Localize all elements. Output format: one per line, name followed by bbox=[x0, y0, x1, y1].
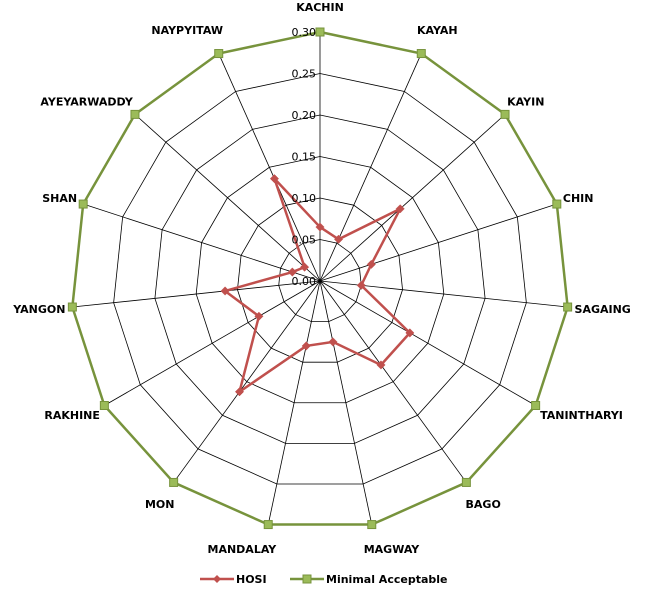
data-point-minimal-acceptable-magway bbox=[367, 520, 377, 530]
data-point-minimal-acceptable-naypyitaw bbox=[214, 49, 224, 59]
spoke-shan bbox=[83, 203, 321, 282]
spoke-magway bbox=[319, 280, 373, 525]
data-point-minimal-acceptable-mandalay bbox=[263, 520, 273, 530]
category-labels: KACHIN KAYAH KAYIN CHIN SAGAING TANINTHARYI BA… bbox=[12, 1, 631, 556]
category-label-shan: SHAN bbox=[42, 192, 77, 205]
legend: HOSI Minimal Acceptable bbox=[200, 573, 447, 586]
data-point-hosi-sagaing bbox=[356, 280, 366, 290]
spoke-mandalay bbox=[267, 280, 321, 525]
data-point-minimal-acceptable-kachin bbox=[315, 27, 325, 37]
legend-item-minimal-acceptable: Minimal Acceptable bbox=[290, 573, 447, 586]
category-label-rakhine: RAKHINE bbox=[44, 409, 100, 422]
category-label-ayeyarwaddy: AYEYARWADDY bbox=[40, 96, 133, 109]
series-line-minimal-acceptable bbox=[71, 30, 569, 526]
legend-item-hosi: HOSI bbox=[200, 573, 267, 586]
data-point-minimal-acceptable-ayeyarwaddy bbox=[130, 109, 140, 119]
data-point-minimal-acceptable-kayah bbox=[416, 49, 426, 59]
grid-ring-2 bbox=[237, 197, 403, 363]
tick-label: 0.15 bbox=[292, 151, 317, 164]
legend-label: Minimal Acceptable bbox=[326, 573, 447, 586]
data-point-hosi-tanintharyi bbox=[405, 328, 415, 338]
spoke-yangon bbox=[72, 280, 321, 308]
data-point-hosi-rakhine bbox=[254, 311, 264, 321]
data-point-minimal-acceptable-bago bbox=[461, 477, 471, 487]
grid-ring-4 bbox=[154, 114, 486, 444]
data-point-minimal-acceptable-kayin bbox=[500, 109, 510, 119]
series-hosi bbox=[220, 174, 415, 397]
series-line-hosi bbox=[222, 177, 412, 395]
data-point-hosi-magway bbox=[328, 337, 338, 347]
category-label-kayah: KAYAH bbox=[417, 24, 458, 37]
data-point-hosi-kachin bbox=[315, 222, 325, 232]
grid-ring-3 bbox=[195, 156, 445, 404]
category-label-magway: MAGWAY bbox=[364, 543, 421, 556]
data-point-hosi-yangon bbox=[220, 286, 230, 296]
series-layer bbox=[67, 27, 573, 530]
spoke-kayah bbox=[319, 53, 422, 282]
data-point-hosi-ayeyarwaddy bbox=[300, 262, 310, 272]
grid-ring-5 bbox=[113, 73, 527, 485]
data-point-hosi-bago bbox=[376, 360, 386, 370]
data-point-hosi-naypyitaw bbox=[269, 174, 279, 184]
tick-label: 0.00 bbox=[292, 275, 317, 288]
spoke-tanintharyi bbox=[319, 280, 536, 406]
data-point-minimal-acceptable-shan bbox=[78, 199, 88, 209]
category-label-naypyitaw: NAYPYITAW bbox=[151, 24, 223, 37]
data-point-minimal-acceptable-yangon bbox=[67, 302, 77, 312]
data-point-hosi-kayah bbox=[334, 234, 344, 244]
spoke-mon bbox=[173, 280, 321, 483]
category-label-bago: BAGO bbox=[466, 498, 501, 511]
category-label-sagaing: SAGAING bbox=[575, 303, 631, 316]
category-label-kachin: KACHIN bbox=[296, 1, 344, 14]
data-point-minimal-acceptable-rakhine bbox=[99, 401, 109, 410]
category-label-mon: MON bbox=[145, 498, 175, 511]
category-label-yangon: YANGON bbox=[12, 303, 65, 316]
data-point-hosi-kayin bbox=[395, 204, 405, 214]
data-point-hosi-shan bbox=[287, 267, 297, 277]
tick-labels: 0.00 0.05 0.10 0.15 0.20 0.25 0.30 bbox=[292, 26, 317, 288]
category-label-chin: CHIN bbox=[563, 192, 594, 205]
spoke-rakhine bbox=[104, 280, 321, 406]
legend-swatch-marker bbox=[213, 575, 221, 583]
category-label-tanintharyi: TANINTHARYI bbox=[540, 409, 623, 422]
tick-label: 0.25 bbox=[292, 68, 317, 81]
grid-ring-1 bbox=[278, 239, 362, 322]
data-point-hosi-chin bbox=[366, 259, 376, 269]
data-point-hosi-mandalay bbox=[301, 341, 311, 351]
spoke-bago bbox=[319, 280, 467, 483]
spoke-chin bbox=[319, 203, 557, 282]
category-label-mandalay: MANDALAY bbox=[208, 543, 278, 556]
spoke-ayeyarwaddy bbox=[134, 114, 321, 282]
category-label-kayin: KAYIN bbox=[507, 96, 544, 109]
tick-label: 0.05 bbox=[292, 234, 317, 247]
tick-label: 0.20 bbox=[292, 109, 317, 122]
data-point-minimal-acceptable-chin bbox=[552, 199, 562, 209]
spoke-naypyitaw bbox=[218, 53, 321, 282]
spoke-kayin bbox=[319, 114, 506, 282]
legend-swatch-marker bbox=[302, 574, 312, 584]
data-point-minimal-acceptable-sagaing bbox=[563, 302, 573, 312]
series-minimal-acceptable bbox=[67, 27, 573, 530]
tick-label: 0.10 bbox=[292, 192, 317, 205]
data-point-minimal-acceptable-mon bbox=[169, 477, 179, 487]
data-point-minimal-acceptable-tanintharyi bbox=[531, 401, 541, 410]
tick-label: 0.30 bbox=[292, 26, 317, 39]
data-point-hosi-mon bbox=[234, 387, 245, 397]
spoke-sagaing bbox=[319, 280, 568, 308]
legend-label: HOSI bbox=[236, 573, 267, 586]
